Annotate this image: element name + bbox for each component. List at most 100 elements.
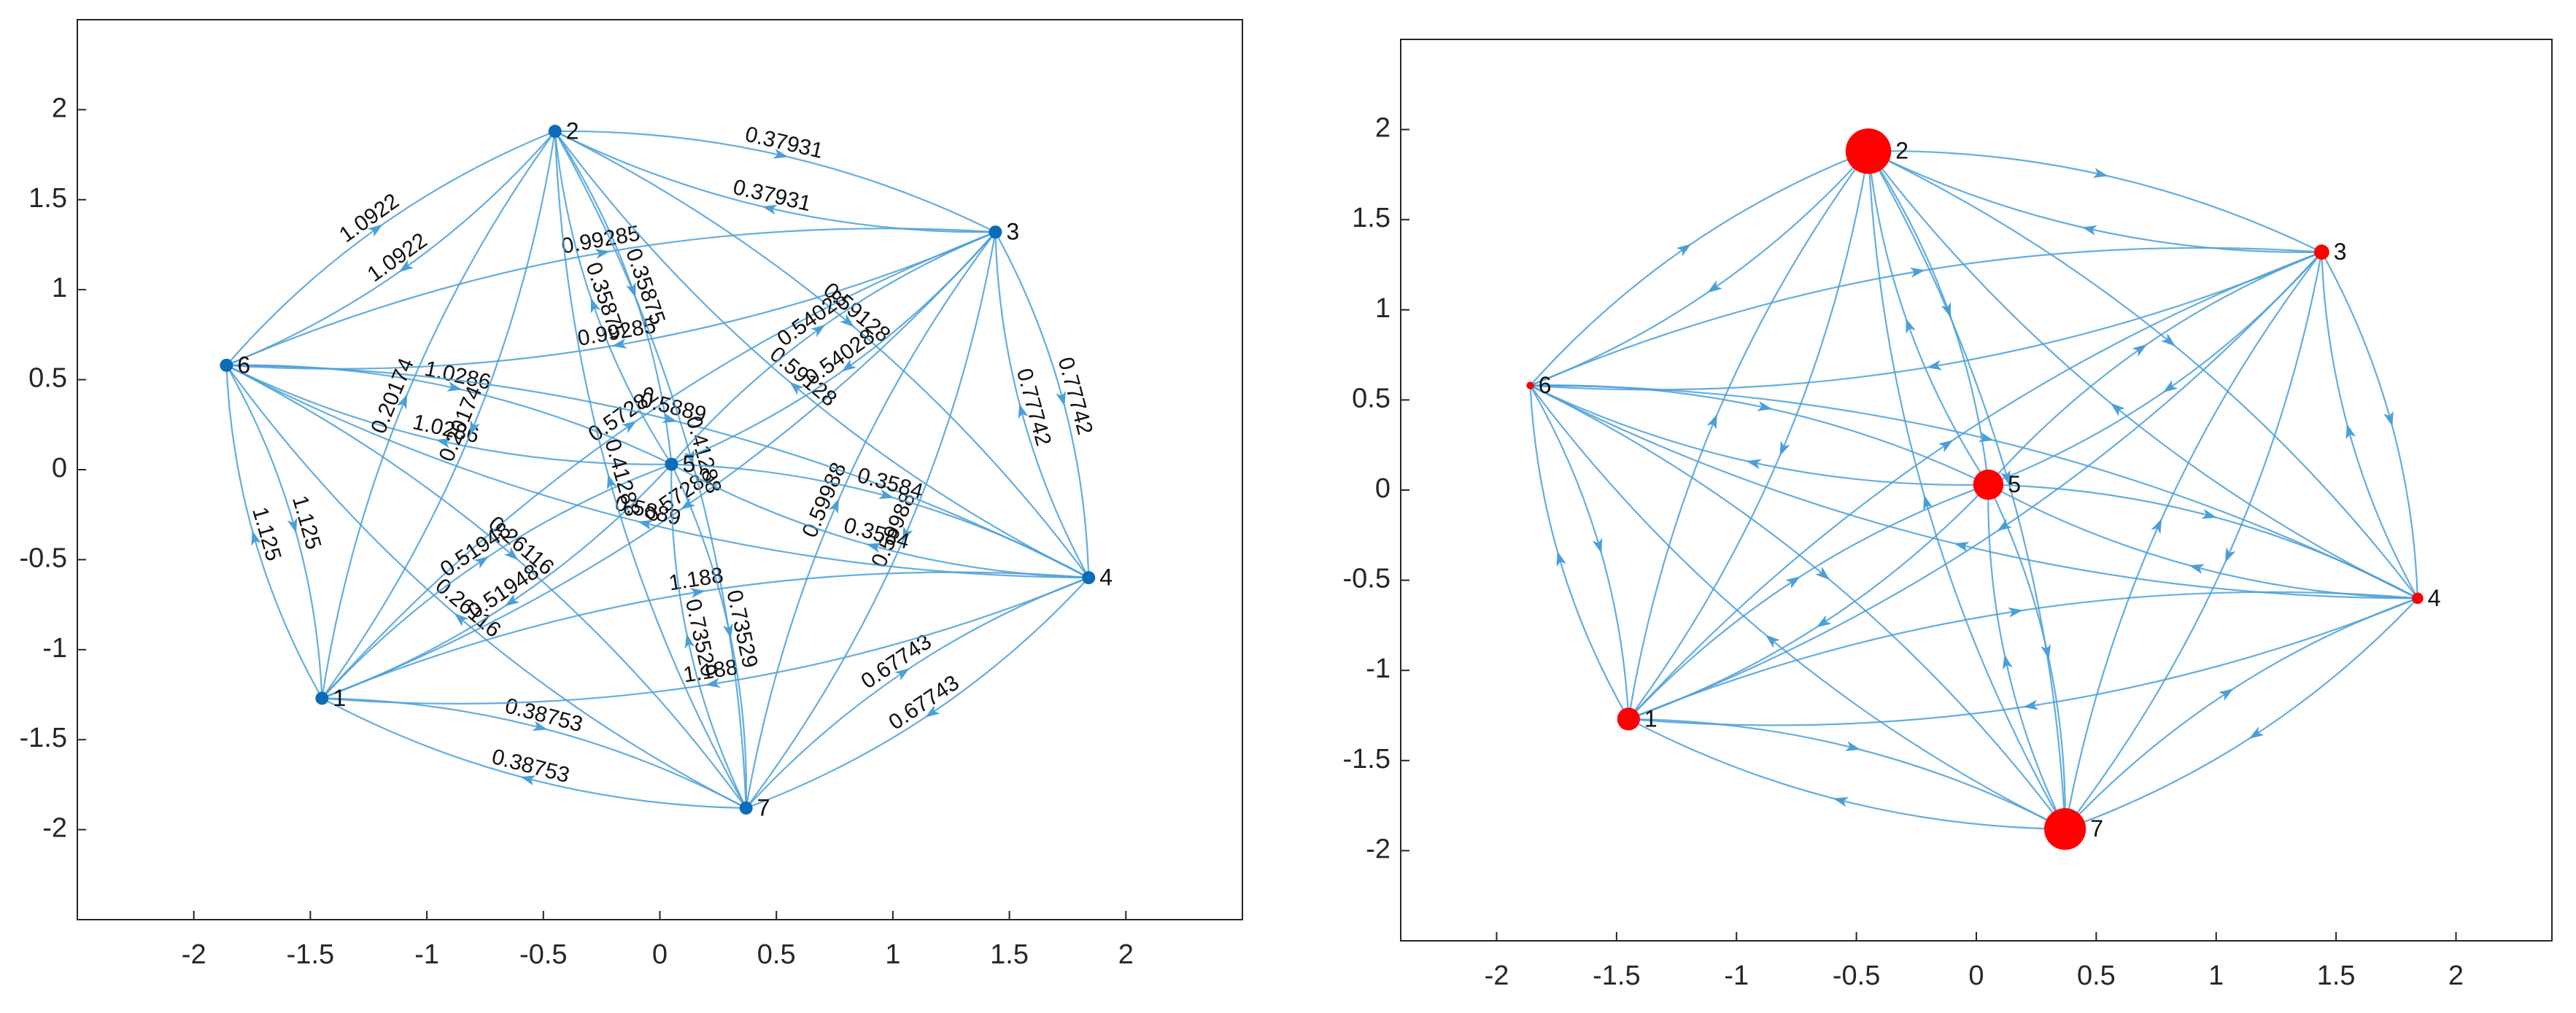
edge-arrow [722,623,733,639]
edge-arrow [1845,741,1861,751]
node-label: 7 [2090,815,2103,842]
edge-arrow [532,721,548,731]
axes-box [77,19,1243,920]
y-tick-label: 0.5 [1352,383,1391,414]
edge-arrow [2219,688,2234,701]
edge-arrow [2161,333,2176,346]
x-tick-label: -1.5 [287,939,334,970]
edge-arrow [2081,225,2097,236]
node [1973,469,2004,500]
edge-arrow [2162,380,2178,393]
edge-arrow [436,438,452,449]
axes: -2 -1.5 -1 -0.5 0 0.5 1 1.5 2 -2 -1.5 -1 -0.5 0 0.5 1 1.… [1343,39,2553,991]
edge-arrow [638,519,654,530]
node-label: 1 [333,685,346,711]
x-tick-label: -0.5 [1833,960,1880,991]
edge-arrow [902,526,913,542]
edge-arrow [1833,796,1849,807]
y-tick-label: 1.5 [1352,203,1391,233]
edge-arrow [1018,403,1029,419]
edge-arrow [1706,414,1717,430]
edge-arrow [662,413,678,423]
y-tick-label: 0 [1375,473,1391,504]
node [1526,381,1534,389]
edge-arrow [504,594,520,607]
x-tick-label: 1 [2208,960,2224,991]
y-tick-label: 2 [1375,113,1391,144]
edge-arrow [1927,360,1942,370]
edge-arrow [894,668,910,681]
x-tick-label: -0.5 [519,939,567,970]
edge-arrow [607,474,617,490]
edge-arrow [2201,508,2217,519]
x-tick-label: 1.5 [2317,960,2356,991]
edge-arrow [2189,564,2205,575]
x-tick-label: -2 [1485,960,1509,991]
edge-arrow [2023,699,2038,710]
edge-arrow [2345,424,2356,440]
node-label: 4 [2428,585,2441,611]
edge-arrow [689,588,705,599]
edge-arrow [2003,654,2013,670]
edge-arrow [520,775,536,785]
y-tick-label: 1 [52,273,67,303]
node [315,691,329,705]
edge-arrow [287,517,298,533]
edge-arrow [590,298,601,314]
edge-arrow [841,359,856,372]
edge-arrow [469,419,480,436]
node [2044,808,2086,850]
node [989,225,1002,239]
edge-arrow [611,338,627,349]
edge-arrow [1757,400,1773,411]
edge-arrow [2041,644,2051,660]
x-tick-label: 0 [652,939,668,970]
node [665,457,678,471]
x-tick-label: 0.5 [757,939,796,970]
node [1617,707,1640,731]
edge-arrow [368,224,383,237]
edge-arrow [773,148,789,159]
edge-arrow [878,489,894,500]
edge-arrow [1954,541,1970,552]
y-tick-label: -1 [1366,653,1391,684]
edge-arrow [1056,391,1066,407]
node [1082,571,1096,585]
edge-arrow [1978,432,1994,442]
node-label: 5 [682,451,695,477]
edge-arrow [454,613,469,626]
edge-arrow [2383,411,2394,427]
node-label: 2 [1895,138,1908,164]
edge-arrow [622,420,637,433]
node [739,801,753,815]
edge-arrow [1765,634,1780,648]
edge-arrow [925,705,940,718]
y-tick-label: -1.5 [1343,744,1391,775]
edge-arrow [2008,607,2024,618]
edge-arrow [684,633,695,649]
edge-arrow [2248,726,2264,740]
node [2314,244,2329,260]
edge-arrow [1707,280,1722,293]
edge-arrow [1923,494,1933,511]
y-tick-label: -1.5 [20,723,67,753]
y-tick-label: -2 [1366,834,1391,864]
edge-arrow [1779,440,1790,457]
edge-arrow [1676,244,1692,257]
y-tick-label: -1 [42,633,67,664]
edge-arrow [828,498,840,514]
y-tick-label: -0.5 [20,543,67,573]
node-label: 1 [1644,705,1658,731]
node [2412,592,2424,605]
edge-arrow [398,259,414,273]
node [548,125,562,139]
y-tick-label: -0.5 [1343,564,1391,594]
edge-arrow [2110,403,2125,416]
edge-arrow [1938,440,1954,453]
node-label: 5 [2008,471,2021,497]
x-tick-label: -1 [1724,960,1749,991]
x-tick-label: 1 [885,939,900,970]
x-tick-label: -2 [182,939,206,970]
x-tick-label: 0 [1968,960,1984,991]
